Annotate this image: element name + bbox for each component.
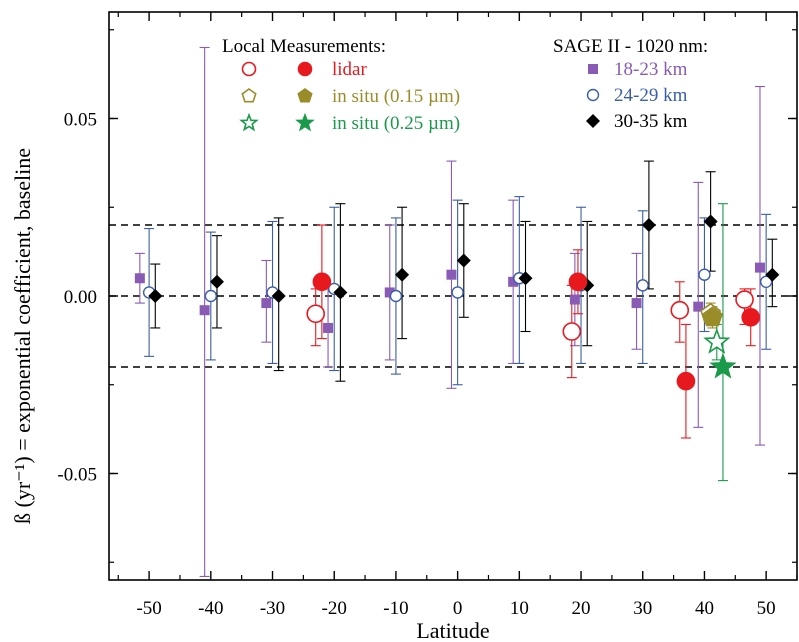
legend-marker-filled: [295, 112, 315, 132]
x-tick-label: 30: [633, 598, 652, 619]
legend-marker-open: [241, 61, 257, 77]
data-point: [641, 218, 656, 232]
data-point: [636, 279, 649, 292]
data-point: [446, 269, 457, 280]
data-point: [709, 352, 737, 379]
legend-sage-title: SAGE II - 1020 nm:: [553, 36, 708, 57]
y-axis-label: ß (yr⁻¹) = exponential coefficient, base…: [10, 148, 35, 524]
legend-marker: [588, 64, 598, 74]
data-point: [754, 262, 765, 273]
y-tick-label: -0.05: [57, 465, 97, 486]
data-point: [209, 274, 224, 289]
x-tick-label: 40: [695, 598, 714, 619]
data-point: [702, 306, 723, 327]
data-point: [261, 298, 272, 309]
data-point: [456, 253, 471, 268]
x-tick-label: 50: [757, 598, 776, 619]
data-point: [518, 271, 533, 286]
data-point: [569, 294, 580, 305]
data-point: [271, 289, 286, 303]
data-point: [693, 301, 704, 312]
data-point: [323, 322, 334, 333]
legend-marker-open: [241, 88, 257, 103]
data-point: [204, 289, 218, 303]
data-point: [741, 307, 761, 327]
data-point: [312, 272, 332, 292]
data-point: [698, 268, 711, 281]
legend-local-label: lidar: [332, 59, 367, 80]
data-point: [670, 300, 690, 320]
legend-local-label: in situ (0.15 µm): [332, 86, 460, 107]
legend-local-title: Local Measurements:: [222, 36, 386, 57]
legend-marker: [586, 88, 600, 102]
data-point: [333, 285, 348, 300]
data-point: [631, 298, 642, 309]
data-point: [395, 267, 410, 282]
data-point: [765, 267, 780, 282]
legend-marker-filled: [297, 61, 313, 77]
legend-marker-open: [239, 112, 259, 132]
x-tick-label: 20: [572, 598, 591, 619]
legend-marker: [586, 114, 600, 128]
x-tick-label: -40: [198, 598, 223, 619]
data-point: [306, 304, 326, 324]
legend-marker-filled: [297, 88, 313, 103]
data-point: [568, 272, 588, 292]
axis-ticks: [109, 12, 798, 580]
y-tick-labels: -0.05 0.00 0.05: [57, 110, 97, 486]
x-tick-label: -50: [136, 598, 161, 619]
data-markers: [134, 214, 780, 391]
data-point: [148, 289, 163, 303]
data-point: [134, 273, 145, 284]
x-tick-label: -20: [322, 598, 347, 619]
data-point: [676, 371, 696, 391]
x-axis-label: Latitude: [416, 618, 489, 642]
data-point: [384, 287, 395, 298]
x-tick-label: 0: [453, 598, 463, 619]
data-point: [199, 305, 210, 316]
data-point: [508, 276, 519, 287]
data-point: [735, 290, 754, 309]
legend-sage-label: 30-35 km: [614, 111, 688, 132]
y-tick-label: 0.00: [64, 287, 97, 308]
y-tick-label: 0.05: [64, 110, 97, 131]
data-point: [703, 214, 718, 229]
data-point: [451, 286, 464, 299]
x-tick-label: -30: [260, 598, 285, 619]
x-tick-labels: -50 -40 -30 -20 -10 0 10 20 30 40 50: [136, 598, 775, 619]
data-point: [759, 275, 773, 288]
reference-lines: [109, 224, 797, 368]
legend: Local Measurements:lidar in situ (0.15 µm…: [222, 36, 708, 134]
x-tick-label: 10: [510, 598, 529, 619]
data-point: [703, 327, 731, 354]
legend-sage-label: 18-23 km: [614, 59, 688, 80]
legend-sage-label: 24-29 km: [614, 85, 688, 106]
data-point: [562, 322, 582, 341]
x-tick-label: -10: [383, 598, 408, 619]
data-point: [389, 289, 403, 303]
legend-local-label: in situ (0.25 µm): [332, 113, 460, 134]
